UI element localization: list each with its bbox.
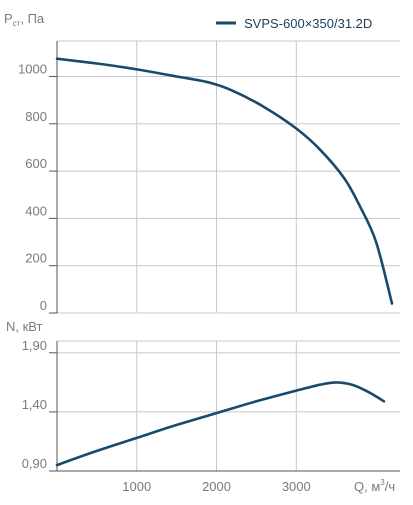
pressure-plot: 0 200 400 600 800 1000 [18, 40, 400, 314]
power-y-tick-label: 0,90 [22, 456, 47, 471]
pressure-axis-title: Pст, Па [4, 11, 45, 28]
power-axis-title: N, кВт [6, 319, 43, 334]
pressure-axis-title-tail: , Па [20, 11, 45, 26]
pressure-axis-title-sub: ст [13, 19, 21, 28]
flow-axis-title-tail: /ч [385, 479, 395, 494]
power-plot: 0,90 1,40 1,90 1000 2000 3000 [22, 338, 400, 494]
legend: SVPS-600×350/31.2D [216, 16, 372, 31]
pressure-curve [55, 57, 394, 305]
flow-axis-title: Q, м3/ч [354, 478, 395, 494]
power-y-tick-label: 1,90 [22, 338, 47, 353]
legend-label: SVPS-600×350/31.2D [244, 16, 372, 31]
pressure-y-tick-label: 200 [25, 251, 47, 266]
pressure-y-tick-label: 400 [25, 203, 47, 218]
flow-x-tick-label: 2000 [202, 479, 231, 494]
flow-axis-title-sup: 3 [380, 478, 385, 487]
pressure-y-tick-label: 1000 [18, 61, 47, 76]
pressure-axis-title-main: P [4, 11, 13, 26]
flow-x-tick-label: 1000 [122, 479, 151, 494]
flow-x-tick-label: 3000 [282, 479, 311, 494]
pressure-y-tick-label: 0 [40, 298, 47, 313]
pressure-y-tick-label: 600 [25, 156, 47, 171]
power-curve [55, 381, 386, 467]
pressure-y-tick-label: 800 [25, 109, 47, 124]
flow-axis-title-main: Q, м [354, 479, 380, 494]
power-y-tick-label: 1,40 [22, 397, 47, 412]
